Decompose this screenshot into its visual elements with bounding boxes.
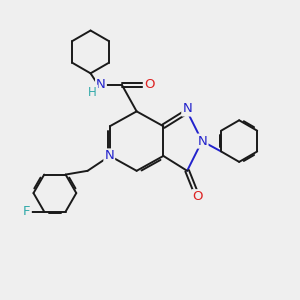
Text: O: O (144, 78, 154, 91)
Text: N: N (104, 149, 114, 162)
Text: N: N (182, 103, 192, 116)
Text: H: H (88, 85, 97, 98)
Text: F: F (23, 205, 31, 218)
Text: N: N (96, 77, 106, 91)
Text: N: N (198, 135, 208, 148)
Text: O: O (192, 190, 203, 203)
